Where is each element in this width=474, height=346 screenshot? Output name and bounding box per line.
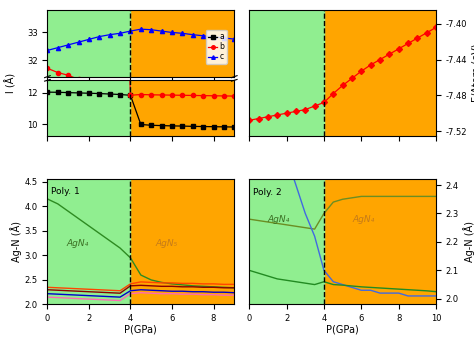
b [128,93,133,97]
a [97,91,102,95]
Bar [47,179,130,304]
c [117,31,123,35]
b [210,94,216,98]
c [65,43,71,47]
Line: c: c [46,27,237,53]
b [45,66,50,71]
Text: AgN₄: AgN₄ [268,215,290,224]
c [107,33,112,37]
b [138,92,144,97]
b [180,93,185,97]
a [128,93,133,97]
b [148,93,154,97]
a [107,92,112,96]
b [65,73,71,78]
a [65,91,71,95]
a [169,124,175,128]
a [231,125,237,129]
Bar [249,10,324,136]
b [169,93,175,97]
X-axis label: P(GPa): P(GPa) [326,325,359,335]
Bar [47,10,130,77]
b [159,93,164,97]
b [201,93,206,98]
c [45,48,50,53]
Legend: a, b, c: a, b, c [206,30,227,64]
a [86,91,92,95]
c [86,37,92,42]
c [159,29,164,33]
c [128,29,133,33]
a [201,125,206,129]
Text: AgN₅: AgN₅ [155,239,178,248]
a [210,125,216,129]
Bar [47,80,130,136]
c [76,40,82,44]
a [180,124,185,128]
a [117,92,123,97]
Y-axis label: E/Atom (eV): E/Atom (eV) [472,44,474,102]
a [55,90,61,94]
c [201,34,206,38]
b [117,97,123,101]
Y-axis label: Ag-N (Å): Ag-N (Å) [10,221,22,262]
b [55,71,61,75]
Text: Poly. 2: Poly. 2 [253,188,282,197]
Y-axis label: Ag-N (Å): Ag-N (Å) [463,221,474,262]
a [148,123,154,127]
c [55,46,61,50]
Text: AgN₄: AgN₄ [352,215,374,224]
a [221,125,227,129]
a [159,124,164,128]
Line: b: b [46,66,237,346]
a [76,91,82,95]
Text: Poly. 1: Poly. 1 [51,187,79,196]
b [107,91,112,95]
c [148,28,154,32]
b [190,93,196,98]
b [86,81,92,85]
b [76,78,82,82]
c [180,31,185,35]
a [138,122,144,127]
Text: l (Å): l (Å) [5,73,16,93]
Bar [249,179,324,304]
c [138,27,144,31]
c [210,35,216,39]
b [97,85,102,90]
c [97,35,102,39]
Text: AgN₄: AgN₄ [66,239,88,248]
X-axis label: P(GPa): P(GPa) [125,325,157,335]
Line: b: b [46,0,237,98]
c [231,37,237,41]
b [221,94,227,98]
c [169,30,175,35]
Line: a: a [46,90,237,129]
c [221,36,227,40]
a [45,90,50,94]
c [190,33,196,37]
b [231,94,237,98]
a [190,124,196,128]
